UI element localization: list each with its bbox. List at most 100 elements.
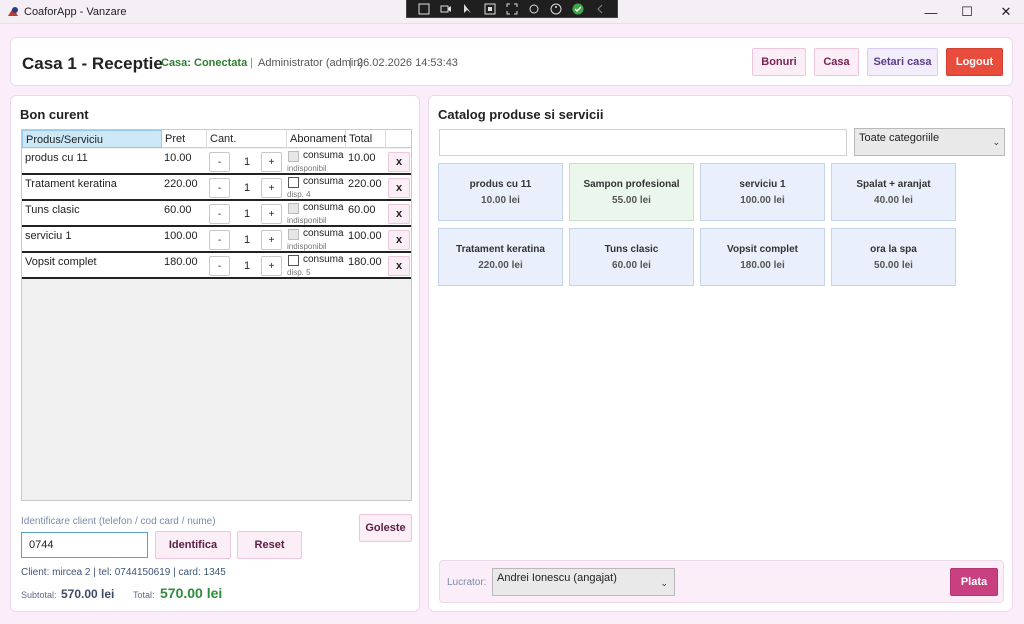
increase-qty-button[interactable]: + <box>261 152 282 172</box>
connection-status: Casa: Conectata <box>161 57 248 69</box>
remove-row-button[interactable]: x <box>388 152 410 172</box>
subscription-availability: disp. 5 <box>287 268 311 277</box>
row-price: 60.00 <box>164 204 192 216</box>
select-element-icon[interactable] <box>418 3 430 15</box>
reset-client-button[interactable]: Reset <box>237 531 302 559</box>
catalog-item-price: 100.00 lei <box>740 195 785 206</box>
receipt-title: Bon curent <box>20 107 89 122</box>
catalog-item[interactable]: ora la spa 50.00 lei <box>831 228 956 286</box>
chevron-down-icon: ⌄ <box>992 137 1000 147</box>
row-total: 60.00 <box>348 204 376 216</box>
increase-qty-button[interactable]: + <box>261 204 282 224</box>
catalog-item-price: 40.00 lei <box>874 195 913 206</box>
remove-row-button[interactable]: x <box>388 204 410 224</box>
header-panel: Casa 1 - Receptie Casa: Conectata | Admi… <box>10 37 1013 86</box>
row-qty: 1 <box>243 182 251 194</box>
current-user: Administrator (admin) <box>258 57 364 69</box>
separator: | <box>250 57 253 69</box>
decrease-qty-button[interactable]: - <box>209 152 230 172</box>
increase-qty-button[interactable]: + <box>261 256 282 276</box>
catalog-item-name: Spalat + aranjat <box>856 179 931 190</box>
increase-qty-button[interactable]: + <box>261 230 282 250</box>
row-price: 220.00 <box>164 178 198 190</box>
identify-client-button[interactable]: Identifica <box>155 531 231 559</box>
pay-button[interactable]: Plata <box>950 568 998 596</box>
decrease-qty-button[interactable]: - <box>209 256 230 276</box>
catalog-item-name: Vopsit complet <box>727 244 798 255</box>
minimize-icon[interactable]: — <box>924 4 938 20</box>
remove-row-button[interactable]: x <box>388 178 410 198</box>
row-product: Tuns clasic <box>25 204 80 216</box>
catalog-item[interactable]: Vopsit complet 180.00 lei <box>700 228 825 286</box>
accessibility-icon[interactable] <box>550 3 562 15</box>
layout-icon[interactable] <box>484 3 496 15</box>
worker-selected: Andrei Ionescu (angajat) <box>497 572 617 584</box>
receipt-grid[interactable]: Produs/Serviciu Pret Cant. Abonament Tot… <box>21 129 412 501</box>
remove-row-button[interactable]: x <box>388 256 410 276</box>
catalog-item[interactable]: produs cu 11 10.00 lei <box>438 163 563 221</box>
cash-settings-button[interactable]: Setari casa <box>867 48 938 76</box>
receipt-row[interactable]: serviciu 1 100.00 - 1 + consuma indispon… <box>22 227 411 253</box>
catalog-panel: Catalog produse si servicii Toate catego… <box>428 95 1013 612</box>
row-qty: 1 <box>243 260 251 272</box>
maximize-icon[interactable]: ☐ <box>961 4 973 19</box>
catalog-item[interactable]: Sampon profesional 55.00 lei <box>569 163 694 221</box>
clear-receipt-button[interactable]: Goleste <box>359 514 412 542</box>
window-titlebar: CoaforApp - Vanzare — ☐ ✕ <box>0 0 1024 24</box>
check-ok-icon[interactable] <box>572 3 584 15</box>
column-product[interactable]: Produs/Serviciu <box>22 130 162 148</box>
consume-label: consuma <box>303 254 344 265</box>
catalog-item[interactable]: serviciu 1 100.00 lei <box>700 163 825 221</box>
catalog-title: Catalog produse si servicii <box>438 107 604 122</box>
catalog-item-price: 10.00 lei <box>481 195 520 206</box>
logout-button[interactable]: Logout <box>946 48 1003 76</box>
catalog-item-name: ora la spa <box>870 244 917 255</box>
close-icon[interactable]: ✕ <box>1000 4 1012 19</box>
worker-label: Lucrator: <box>447 577 487 588</box>
catalog-item[interactable]: Tratament keratina 220.00 lei <box>438 228 563 286</box>
decrease-qty-button[interactable]: - <box>209 204 230 224</box>
subscription-availability: indisponibil <box>287 242 327 251</box>
client-id-input[interactable] <box>21 532 148 558</box>
focus-icon[interactable] <box>506 3 518 15</box>
video-icon[interactable] <box>440 3 452 15</box>
total-value: 570.00 lei <box>160 585 223 601</box>
receipt-row[interactable]: Tuns clasic 60.00 - 1 + consuma indispon… <box>22 201 411 227</box>
catalog-search-input[interactable] <box>439 129 847 156</box>
consume-subscription-checkbox[interactable] <box>288 255 299 266</box>
consume-label: consuma <box>303 202 344 213</box>
binding-icon[interactable] <box>528 3 540 15</box>
app-logo-icon <box>6 5 20 19</box>
pointer-icon[interactable] <box>462 3 474 15</box>
row-qty: 1 <box>243 208 251 220</box>
current-datetime: 26.02.2026 14:53:43 <box>357 57 458 69</box>
column-qty[interactable]: Cant. <box>207 130 287 148</box>
remove-row-button[interactable]: x <box>388 230 410 250</box>
decrease-qty-button[interactable]: - <box>209 230 230 250</box>
row-price: 10.00 <box>164 152 192 164</box>
column-price[interactable]: Pret <box>162 130 207 148</box>
catalog-item[interactable]: Tuns clasic 60.00 lei <box>569 228 694 286</box>
decrease-qty-button[interactable]: - <box>209 178 230 198</box>
receipt-row[interactable]: Vopsit complet 180.00 - 1 + consuma disp… <box>22 253 411 279</box>
worker-dropdown[interactable]: Andrei Ionescu (angajat) ⌄ <box>492 568 675 596</box>
catalog-item-name: Tuns clasic <box>604 244 659 255</box>
row-product: produs cu 11 <box>25 152 88 164</box>
separator: | <box>349 57 352 69</box>
increase-qty-button[interactable]: + <box>261 178 282 198</box>
collapse-icon[interactable] <box>594 3 606 15</box>
bonuri-button[interactable]: Bonuri <box>752 48 806 76</box>
consume-subscription-checkbox[interactable] <box>288 177 299 188</box>
column-total[interactable]: Total <box>346 130 386 148</box>
receipt-row[interactable]: produs cu 11 10.00 - 1 + consuma indispo… <box>22 149 411 175</box>
category-dropdown[interactable]: Toate categoriile ⌄ <box>854 128 1005 156</box>
catalog-item[interactable]: Spalat + aranjat 40.00 lei <box>831 163 956 221</box>
column-subscription[interactable]: Abonament <box>287 130 346 148</box>
casa-button[interactable]: Casa <box>814 48 859 76</box>
receipt-row[interactable]: Tratament keratina 220.00 - 1 + consuma … <box>22 175 411 201</box>
window-title: CoaforApp - Vanzare <box>24 6 127 18</box>
chevron-down-icon: ⌄ <box>660 578 668 588</box>
row-total: 100.00 <box>348 230 382 242</box>
row-qty: 1 <box>243 234 251 246</box>
consume-label: consuma <box>303 176 344 187</box>
